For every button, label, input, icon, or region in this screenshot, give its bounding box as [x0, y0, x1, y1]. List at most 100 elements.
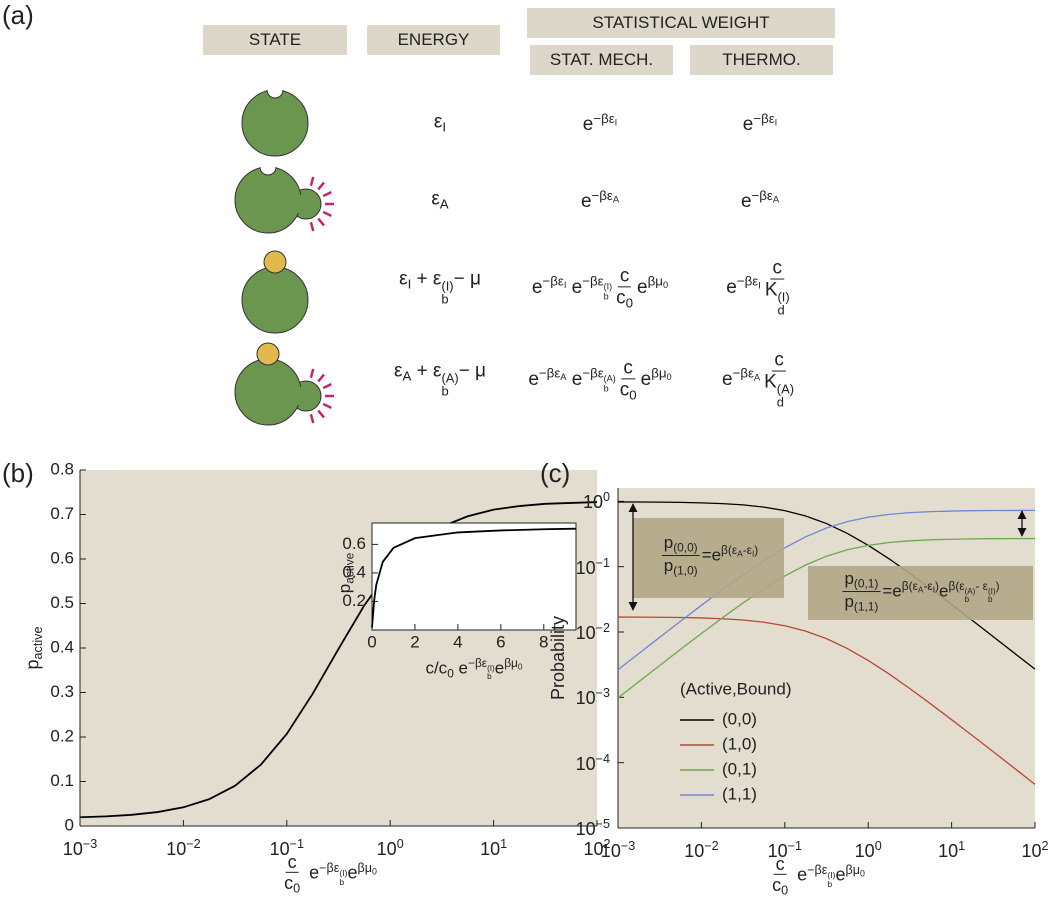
- math-text: b: [964, 595, 970, 605]
- superscript: βμ0: [357, 860, 376, 876]
- math-text: e: [494, 658, 505, 678]
- math-text: b: [987, 595, 993, 605]
- subscript: A: [560, 372, 566, 382]
- denominator: c0: [614, 287, 635, 309]
- panel-label: (c): [540, 458, 571, 488]
- math-text: −3: [595, 686, 610, 701]
- math-text: 10: [684, 840, 705, 861]
- math-text: b: [441, 291, 449, 307]
- superscript: −βε (I) b: [582, 274, 612, 301]
- x-tick-label: 4: [453, 632, 462, 651]
- math-text: p: [663, 533, 674, 553]
- superscript: (A): [604, 374, 616, 384]
- math-text: − μ: [458, 360, 487, 382]
- fraction: c c0: [282, 853, 302, 895]
- math-text: −4: [595, 751, 610, 766]
- y-tick-label: 0.2: [50, 726, 74, 745]
- y-tick-label: 100: [583, 491, 610, 511]
- annotation: p(0,0) p(1,0) =eβ(εA-εI): [660, 533, 758, 579]
- math-text: e: [566, 277, 583, 299]
- sub-sup: (I) b: [987, 586, 996, 605]
- superscript: β(εA-εI): [901, 578, 939, 594]
- math-text: e: [721, 369, 733, 391]
- subscript: A: [754, 372, 760, 382]
- denominator: K (I) d: [763, 280, 792, 318]
- table-cell: e−βεA: [741, 189, 779, 211]
- data-line: [371, 527, 577, 628]
- superscript: (I): [339, 868, 347, 878]
- y-axis-label: pactive: [335, 553, 357, 594]
- math-text: K: [764, 371, 777, 393]
- superscript: −βεA: [592, 188, 620, 205]
- math-text: βμ: [845, 862, 860, 877]
- math-text: c: [772, 257, 783, 279]
- legend-label: (0,0): [722, 709, 757, 728]
- activity-ray: [322, 402, 332, 409]
- activity-ray: [317, 217, 325, 227]
- math-text: 1: [500, 837, 508, 852]
- math-text: 0: [625, 295, 634, 311]
- superscript: −5: [596, 817, 610, 831]
- data-line: [617, 537, 1036, 699]
- math-text: A: [612, 194, 620, 205]
- math-text: e: [347, 862, 358, 883]
- math-text: Probability: [548, 615, 568, 701]
- superscript: 0: [397, 837, 404, 851]
- superscript: −βεA: [752, 188, 780, 205]
- math-text: 2: [1041, 839, 1049, 854]
- math-text: β(ε: [901, 578, 918, 593]
- y-axis-label: pactive: [22, 627, 45, 670]
- x-tick-label: 2: [410, 632, 419, 651]
- x-tick-label: 0: [367, 632, 376, 651]
- math-text: −5: [595, 817, 610, 832]
- x-tick-label: 10−1: [270, 838, 304, 858]
- superscript: −βεI: [737, 274, 761, 291]
- math-text: c: [616, 287, 626, 309]
- math-text: e: [726, 277, 737, 299]
- y-tick-label: 0.3: [50, 682, 74, 701]
- math-text: −2: [186, 837, 201, 852]
- x-tick-label: 101: [938, 840, 965, 860]
- math-text: -ε: [923, 578, 933, 593]
- fraction: p(0,1) p(1,1): [842, 570, 881, 614]
- fraction: c K (A) d: [762, 351, 796, 410]
- activity-ray: [322, 191, 332, 198]
- math-text: −βε: [319, 860, 340, 875]
- math-text: (I): [987, 586, 996, 596]
- superscript: 1: [500, 837, 507, 851]
- math-text: c: [772, 874, 782, 895]
- superscript: −2: [704, 839, 718, 853]
- state-icon: [234, 159, 334, 234]
- x-tick-label: 10−2: [166, 838, 200, 858]
- math-text: 0: [662, 280, 669, 291]
- activity-ray: [317, 181, 325, 191]
- math-text: ε: [393, 360, 403, 382]
- x-axis-label: c c0 e−βε (I) b eβμ0: [280, 853, 377, 895]
- superscript: −1: [788, 839, 802, 853]
- superscript: −βε (I) b: [807, 863, 835, 889]
- math-text: (A): [964, 586, 976, 596]
- sub-sup: (I) b: [604, 282, 613, 302]
- math-text: βμ: [357, 860, 372, 875]
- subscript: b: [964, 595, 976, 605]
- math-text: I: [758, 280, 761, 291]
- math-text: I: [442, 119, 447, 135]
- x-tick-label: 10−3: [601, 840, 635, 860]
- fraction: c c0: [770, 855, 790, 897]
- activity-ray: [322, 210, 332, 217]
- superscript: −βεA: [733, 366, 761, 383]
- subscript: 0: [667, 372, 672, 382]
- subscript: b: [487, 673, 495, 681]
- math-text: −2: [704, 839, 719, 854]
- superscript: (I): [441, 279, 453, 293]
- lobe-join: [290, 195, 304, 213]
- math-text: β(ε: [948, 578, 965, 593]
- legend-label: (1,1): [722, 784, 757, 803]
- math-text: (1,0): [673, 564, 698, 579]
- numerator: p(0,0): [661, 533, 700, 557]
- table-cell: e−βεA c K (A) d: [722, 351, 798, 410]
- math-text: 10: [854, 840, 875, 861]
- math-text: e: [566, 369, 583, 391]
- math-text: p: [844, 592, 854, 612]
- math-text: −1: [289, 837, 304, 852]
